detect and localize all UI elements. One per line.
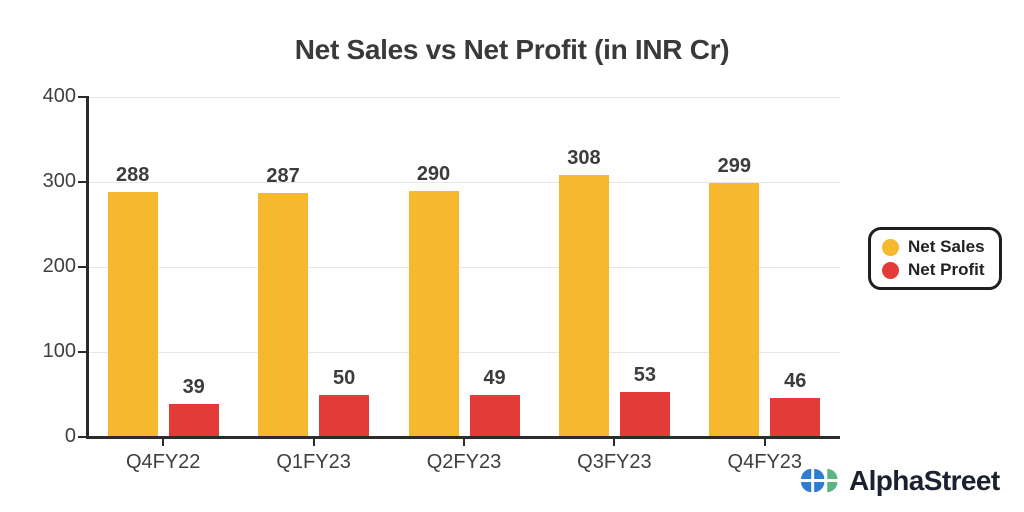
bar-value-label: 299 bbox=[717, 154, 751, 177]
gridline bbox=[88, 266, 840, 268]
y-axis-tick-label: 300 bbox=[42, 170, 76, 193]
y-axis-tick bbox=[78, 181, 87, 183]
y-axis-tick-label: 200 bbox=[42, 255, 76, 278]
net-profit-swatch bbox=[882, 261, 899, 279]
x-axis-category-label: Q3FY23 bbox=[577, 451, 652, 473]
bar-net-profit bbox=[770, 397, 821, 436]
bar-value-label: 308 bbox=[567, 147, 601, 170]
brand-logo: AlphaStreet bbox=[801, 464, 1000, 497]
y-axis-tick bbox=[78, 436, 87, 438]
legend-item-net-profit: Net Profit bbox=[882, 260, 985, 280]
x-axis-category-label: Q4FY22 bbox=[125, 451, 201, 473]
brand-name: AlphaStreet bbox=[849, 464, 1000, 496]
bar-net-profit bbox=[168, 403, 219, 436]
chart-title: Net Sales vs Net Profit (in INR Cr) bbox=[294, 34, 730, 65]
gridline bbox=[88, 96, 840, 98]
net-sales-swatch bbox=[882, 238, 899, 256]
bar-value-label: 290 bbox=[416, 162, 451, 185]
petal-top-mid bbox=[814, 468, 825, 480]
legend-label-net-profit: Net Profit bbox=[908, 260, 985, 279]
bar-value-label: 49 bbox=[483, 367, 506, 390]
bar-value-label: 39 bbox=[182, 375, 205, 398]
bar-net-sales bbox=[709, 182, 760, 436]
bar-value-label: 50 bbox=[332, 366, 356, 389]
bar-net-sales bbox=[558, 175, 609, 436]
petal-bottom-right bbox=[827, 481, 838, 493]
x-axis-tick bbox=[312, 438, 315, 446]
petal-top-left bbox=[801, 468, 812, 480]
bar-value-label: 53 bbox=[633, 363, 657, 386]
y-axis-tick bbox=[78, 96, 87, 98]
x-axis-line bbox=[86, 436, 840, 439]
x-axis-tick bbox=[763, 438, 766, 446]
y-axis-tick bbox=[78, 266, 87, 268]
bar-net-sales bbox=[408, 190, 459, 436]
x-axis-category-label: Q4FY23 bbox=[727, 451, 803, 473]
bar-net-profit bbox=[619, 391, 670, 436]
y-axis-tick bbox=[78, 351, 87, 353]
legend-label-net-sales: Net Sales bbox=[908, 237, 985, 256]
y-axis-tick-label: 100 bbox=[42, 340, 76, 363]
legend: Net Sales Net Profit bbox=[868, 227, 1002, 290]
petal-top-right bbox=[827, 468, 838, 480]
alphastreet-flower-icon bbox=[801, 468, 838, 493]
petal-bottom-left bbox=[801, 481, 812, 493]
y-axis-tick-label: 400 bbox=[42, 85, 76, 108]
bar-net-sales bbox=[107, 192, 158, 436]
y-axis-tick-label: 0 bbox=[64, 425, 76, 448]
x-axis-tick bbox=[463, 438, 465, 446]
bar-value-label: 288 bbox=[116, 164, 150, 187]
x-axis-category-label: Q2FY23 bbox=[426, 451, 502, 473]
petal-bottom-mid bbox=[814, 481, 825, 493]
bar-value-label: 46 bbox=[784, 369, 807, 392]
bar-value-label: 287 bbox=[266, 165, 300, 188]
gridline bbox=[88, 351, 840, 353]
gridline bbox=[88, 181, 840, 183]
bar-net-profit bbox=[319, 394, 370, 436]
bar-net-sales bbox=[258, 193, 309, 436]
x-axis-tick bbox=[613, 438, 616, 446]
legend-item-net-sales: Net Sales bbox=[882, 237, 985, 257]
bar-net-profit bbox=[469, 395, 520, 436]
y-axis-line bbox=[86, 96, 89, 438]
x-axis-tick bbox=[162, 438, 165, 446]
x-axis-category-label: Q1FY23 bbox=[276, 451, 351, 473]
